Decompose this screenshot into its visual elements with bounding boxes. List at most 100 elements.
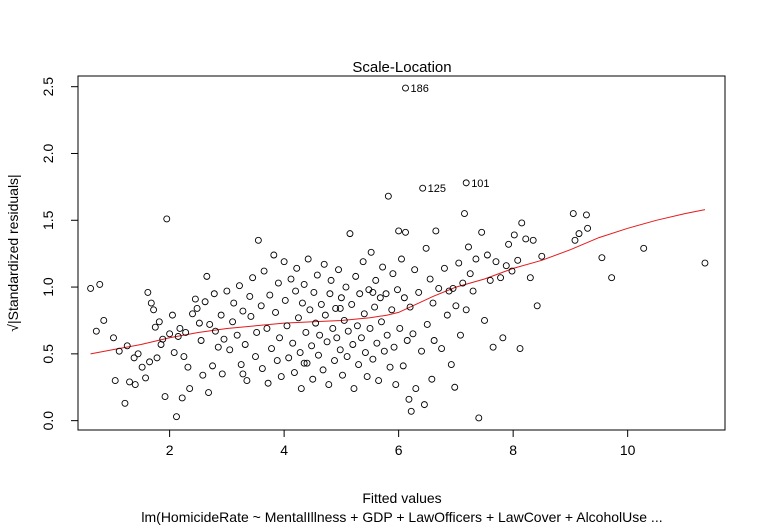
data-point [300, 359, 308, 367]
x-tick-label: 8 [509, 442, 517, 458]
data-point [273, 357, 281, 364]
data-point [289, 339, 297, 347]
data-point [571, 236, 579, 244]
data-point [150, 306, 158, 314]
data-point [395, 227, 403, 235]
data-point [469, 287, 477, 295]
data-point [241, 341, 249, 348]
data-point [302, 329, 310, 336]
data-point [325, 381, 333, 389]
data-point [366, 325, 374, 332]
data-point [197, 337, 205, 344]
data-point [239, 307, 247, 315]
x-tick-label: 2 [166, 442, 174, 458]
data-point [189, 310, 196, 318]
data-point [253, 329, 261, 336]
data-point [298, 299, 306, 307]
data-point [151, 323, 159, 331]
data-point [147, 299, 155, 307]
data-point [455, 259, 463, 267]
data-point [407, 407, 415, 415]
data-point [327, 276, 335, 284]
data-point [497, 274, 505, 282]
data-point [199, 371, 207, 379]
data-point [226, 346, 234, 354]
data-point [582, 211, 590, 219]
data-point [430, 337, 438, 344]
data-point [96, 280, 104, 288]
data-point [369, 288, 377, 296]
data-point [131, 381, 139, 389]
data-point [236, 282, 243, 290]
point-labels: 186 125 101 [411, 83, 490, 195]
data-point [182, 329, 190, 336]
y-tick-label: 1.0 [40, 277, 56, 297]
data-point [144, 288, 152, 296]
data-point [575, 230, 583, 238]
data-point [191, 295, 199, 303]
data-point [308, 342, 316, 350]
data-point [252, 353, 259, 360]
data-point [428, 375, 436, 383]
data-point [382, 290, 390, 298]
data-point [411, 266, 419, 274]
data-point [323, 338, 331, 346]
data-point [313, 271, 321, 279]
chart-title: Scale-Location [352, 59, 451, 76]
data-point [110, 334, 117, 342]
data-point [389, 270, 397, 278]
data-point [335, 266, 342, 274]
data-point [257, 302, 265, 310]
data-point [367, 248, 375, 256]
data-point [297, 385, 305, 393]
data-point [121, 399, 129, 407]
data-point [249, 274, 257, 282]
data-point [452, 302, 460, 310]
data-point [459, 279, 467, 287]
data-point [373, 339, 381, 347]
data-point [502, 262, 510, 270]
data-point [223, 287, 231, 295]
data-point [130, 354, 138, 362]
data-point [390, 343, 398, 351]
data-point [472, 255, 480, 263]
x-axis-label: Fitted values [362, 490, 441, 506]
data-point [316, 331, 324, 339]
data-point [230, 299, 238, 307]
data-point [292, 287, 300, 295]
data-point [420, 401, 428, 409]
data-point [357, 334, 365, 342]
data-point [429, 299, 437, 307]
data-point [388, 306, 396, 314]
data-point [260, 267, 268, 275]
data-point [178, 394, 186, 402]
data-point [492, 258, 500, 266]
data-point [483, 251, 491, 259]
data-point [317, 300, 325, 308]
data-point [254, 236, 262, 244]
data-point [247, 313, 255, 320]
data-point [209, 362, 217, 370]
data-point [272, 308, 279, 316]
data-point [206, 321, 214, 328]
data-point [270, 251, 278, 259]
data-point [100, 317, 108, 324]
data-point [290, 369, 298, 377]
x-tick-label: 4 [280, 442, 288, 458]
y-tick-label: 0.5 [40, 344, 56, 364]
data-point [142, 374, 150, 382]
y-tick-label: 0.0 [40, 411, 56, 431]
data-point [348, 300, 356, 308]
data-point [203, 272, 211, 280]
data-point [346, 230, 354, 238]
smooth-line [90, 209, 706, 355]
data-point [336, 346, 344, 354]
data-point [409, 330, 417, 338]
data-point [372, 276, 380, 284]
data-point [361, 349, 369, 356]
data-point [239, 370, 247, 378]
data-point [218, 370, 226, 378]
data-point [176, 325, 184, 332]
data-point [155, 318, 163, 326]
data-point [383, 331, 391, 339]
